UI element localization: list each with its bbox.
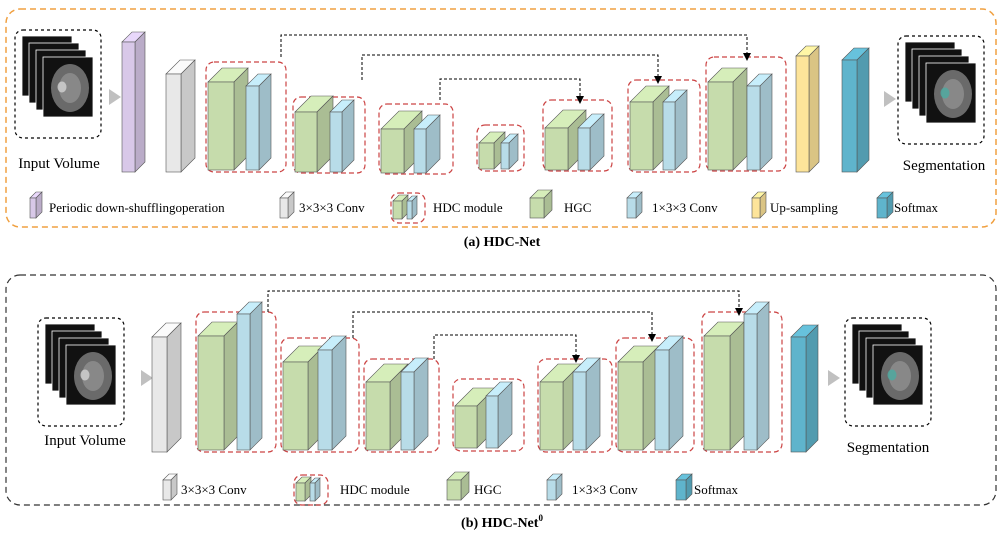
conv333-block-b1 xyxy=(151,322,182,453)
conv133-block-a4 xyxy=(500,133,519,170)
legend-b-conv333-label: 3×3×3 Conv xyxy=(181,482,247,497)
panel-a-input-frame xyxy=(14,29,102,139)
panel-b-caption-superscript: 0 xyxy=(538,513,543,523)
legend-a-upsample-label: Up-sampling xyxy=(770,200,838,215)
legend-a-conv133-icon xyxy=(626,191,643,219)
panel-a-output-label: Segmentation xyxy=(903,158,986,174)
legend-a-shuffle-label: Periodic down-shufflingoperation xyxy=(49,200,225,215)
hdc-module-a4 xyxy=(476,124,525,172)
hgc-block-a2 xyxy=(294,95,334,173)
conv133-block-b2 xyxy=(317,335,347,451)
conv133-block-a2 xyxy=(329,99,355,173)
conv133-block-b6 xyxy=(654,335,684,451)
panel-b-output-arrow xyxy=(828,370,840,386)
hdc-module-b2 xyxy=(280,337,360,453)
legend-b-hgc-label: HGC xyxy=(474,482,501,497)
hgc-block-a1 xyxy=(207,67,249,171)
hgc-block-b6 xyxy=(617,345,660,451)
panel-b-output-label: Segmentation xyxy=(847,440,930,456)
panel-b-input-brain-stack xyxy=(44,323,117,406)
panel-b-caption-prefix: (b) xyxy=(461,516,478,531)
shuffle-block xyxy=(121,31,146,173)
hdc-module-b4 xyxy=(452,378,525,452)
panel-b-caption-name: HDC-Net xyxy=(482,516,539,531)
skip-connection-b2 xyxy=(352,311,656,342)
legend-a-hdc-label: HDC module xyxy=(433,200,503,215)
hdc-module-a1 xyxy=(205,61,287,173)
legend-a-conv133-label: 1×3×3 Conv xyxy=(652,200,718,215)
upsample-block xyxy=(795,45,820,173)
legend-a-hgc-icon xyxy=(529,189,553,219)
legend-b-hdc-icon xyxy=(293,474,329,506)
skip-connection-a1 xyxy=(280,34,751,61)
panel-b-output-frame xyxy=(844,317,932,427)
panel-a-input-label: Input Volume xyxy=(18,156,100,172)
panel-b-input-arrow xyxy=(141,370,153,386)
legend-a-shuffle-icon xyxy=(29,191,43,219)
panel-b-input-frame xyxy=(37,317,125,427)
panel-a-frame xyxy=(5,8,997,228)
skip-connection-a3 xyxy=(439,78,584,104)
legend-a-conv333-label: 3×3×3 Conv xyxy=(299,200,365,215)
legend-a-hgc-label: HGC xyxy=(564,200,591,215)
panel-a-output-arrow xyxy=(884,91,896,107)
softmax-block-a xyxy=(841,47,870,173)
panel-a-input-brain-stack xyxy=(21,35,94,118)
legend-b-conv133-icon xyxy=(546,473,563,501)
skip-connection-a2 xyxy=(361,54,662,84)
panel-a-output-frame xyxy=(897,35,985,145)
panel-a-caption: (a) HDC-Net xyxy=(464,235,541,250)
hgc-block-b7 xyxy=(703,321,745,451)
hdc-module-a3 xyxy=(378,103,454,175)
legend-b-conv133-label: 1×3×3 Conv xyxy=(572,482,638,497)
softmax-block-b xyxy=(790,324,819,453)
legend-b-hdc-hgc-part xyxy=(295,476,312,502)
conv133-block-a3 xyxy=(413,114,441,174)
panel-a-caption-name: HDC-Net xyxy=(484,235,541,250)
hdc-module-b1 xyxy=(195,311,277,453)
panel-b-output-brain-stack xyxy=(851,323,924,406)
hgc-block-a7 xyxy=(707,67,748,171)
panel-a-caption-prefix: (a) xyxy=(464,235,481,250)
legend-a-conv333-icon xyxy=(279,191,295,219)
skip-connection-b1 xyxy=(267,290,743,316)
conv133-block-a5 xyxy=(577,113,605,171)
conv133-block-b1 xyxy=(236,301,263,451)
panel-b-caption: (b) HDC-Net0 xyxy=(461,513,543,531)
legend-b-hdc-label: HDC module xyxy=(340,482,410,497)
conv133-block-a1 xyxy=(245,73,272,171)
hdc-module-b6 xyxy=(615,337,695,453)
legend-a-hdc-conv-part xyxy=(406,195,418,220)
conv133-block-b7 xyxy=(743,301,770,451)
legend-b-hgc-icon xyxy=(446,471,470,501)
hgc-block-b1 xyxy=(197,321,239,451)
legend-a-softmax-label: Softmax xyxy=(894,200,939,215)
conv133-block-b3 xyxy=(400,357,429,451)
legend-a-hdc-hgc-part xyxy=(392,194,409,220)
conv133-block-a6 xyxy=(662,89,688,171)
conv133-block-a7 xyxy=(746,73,773,171)
legend-a-hdc-icon xyxy=(390,192,426,224)
legend-b-softmax-icon xyxy=(675,473,693,501)
conv133-block-b4 xyxy=(485,381,513,449)
conv133-block-b5 xyxy=(572,357,601,451)
legend-a-softmax-icon xyxy=(876,191,894,219)
panel-b-input-label: Input Volume xyxy=(44,433,126,449)
legend-b-hdc-conv-part xyxy=(309,477,321,502)
legend-b-softmax-label: Softmax xyxy=(694,482,739,497)
panel-b-frame xyxy=(5,274,997,506)
legend-a-upsample-icon xyxy=(751,191,767,219)
legend-b-conv333-icon xyxy=(162,473,178,501)
panel-a-input-arrow xyxy=(109,89,121,105)
skip-connection-b3 xyxy=(433,334,580,363)
panel-a-output-brain-stack xyxy=(904,41,977,124)
hdc-module-a6 xyxy=(627,79,701,173)
conv333-block-a1 xyxy=(165,59,196,173)
